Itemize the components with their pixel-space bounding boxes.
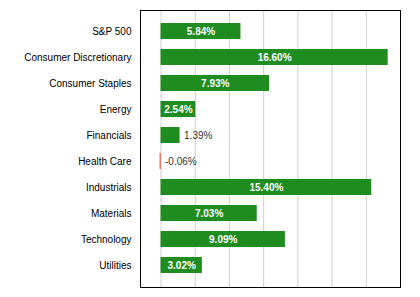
svg-text:Utilities: Utilities (99, 260, 131, 271)
svg-text:-0.06%: -0.06% (165, 156, 197, 167)
svg-text:7.93%: 7.93% (201, 78, 229, 89)
svg-text:Materials: Materials (91, 208, 132, 219)
svg-text:2.54%: 2.54% (164, 104, 192, 115)
svg-text:16.60%: 16.60% (258, 52, 292, 63)
svg-text:7.03%: 7.03% (195, 208, 223, 219)
svg-text:1.39%: 1.39% (184, 130, 212, 141)
svg-text:S&P 500: S&P 500 (92, 26, 132, 37)
svg-text:Industrials: Industrials (86, 182, 132, 193)
svg-text:9.09%: 9.09% (209, 234, 237, 245)
svg-text:Health Care: Health Care (78, 156, 132, 167)
svg-text:Technology: Technology (81, 234, 132, 245)
svg-text:Consumer Discretionary: Consumer Discretionary (24, 52, 131, 63)
svg-text:Energy: Energy (100, 104, 132, 115)
svg-text:5.84%: 5.84% (187, 26, 215, 37)
svg-text:15.40%: 15.40% (249, 182, 283, 193)
svg-text:3.02%: 3.02% (168, 260, 196, 271)
svg-text:Consumer Staples: Consumer Staples (49, 78, 131, 89)
svg-text:Financials: Financials (86, 130, 131, 141)
